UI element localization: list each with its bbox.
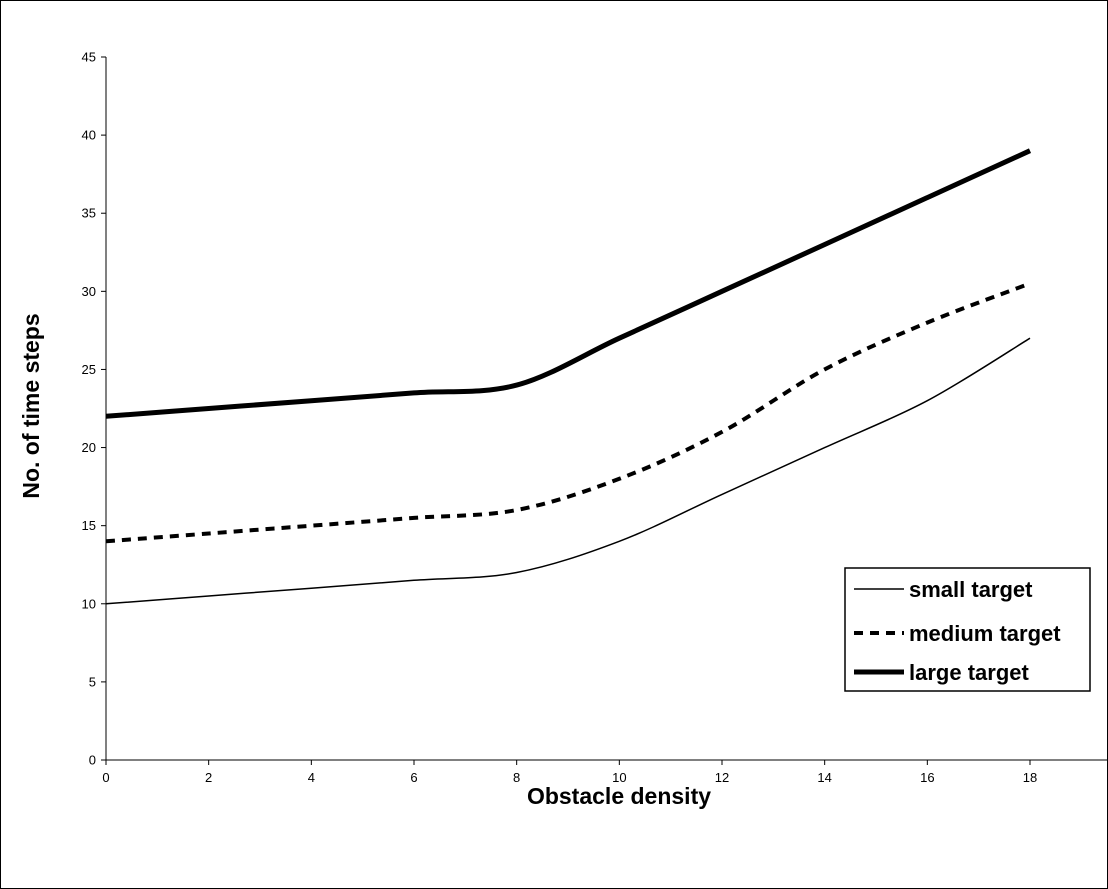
y-tick-label: 40 — [82, 128, 96, 143]
series-line-medium-target — [105, 281, 1031, 544]
series-line-small-target — [105, 337, 1031, 605]
x-tick-label: 2 — [205, 770, 212, 785]
y-tick-label: 5 — [89, 674, 96, 689]
legend-label-medium-target: medium target — [909, 621, 1061, 646]
y-ticks: 0 5 10 15 20 25 30 35 40 45 — [82, 50, 106, 768]
x-tick-label: 10 — [612, 770, 626, 785]
y-tick-label: 20 — [82, 440, 96, 455]
axes — [105, 57, 1107, 761]
y-tick-label: 35 — [82, 206, 96, 221]
y-axis-title: No. of time steps — [18, 313, 44, 498]
legend: small target medium target large target — [844, 567, 1091, 692]
legend-entries: small target medium target large target — [854, 577, 1061, 685]
x-tick-label: 18 — [1023, 770, 1037, 785]
legend-label-small-target: small target — [909, 577, 1033, 602]
y-tick-label: 25 — [82, 362, 96, 377]
y-tick-label: 45 — [82, 50, 96, 65]
y-tick-label: 15 — [82, 518, 96, 533]
series-line-large-target — [105, 148, 1032, 419]
y-tick-label: 30 — [82, 284, 96, 299]
x-tick-label: 16 — [920, 770, 934, 785]
x-ticks: 0 2 4 6 8 10 12 14 16 18 — [102, 760, 1037, 785]
x-tick-label: 12 — [715, 770, 729, 785]
series-layer — [105, 148, 1032, 605]
y-tick-label: 0 — [89, 753, 96, 768]
x-tick-label: 8 — [513, 770, 520, 785]
legend-label-large-target: large target — [909, 660, 1029, 685]
y-tick-label: 10 — [82, 596, 96, 611]
x-tick-label: 0 — [102, 770, 109, 785]
x-axis-title: Obstacle density — [527, 783, 711, 809]
x-tick-label: 6 — [410, 770, 417, 785]
x-tick-label: 4 — [308, 770, 315, 785]
x-tick-label: 14 — [817, 770, 831, 785]
